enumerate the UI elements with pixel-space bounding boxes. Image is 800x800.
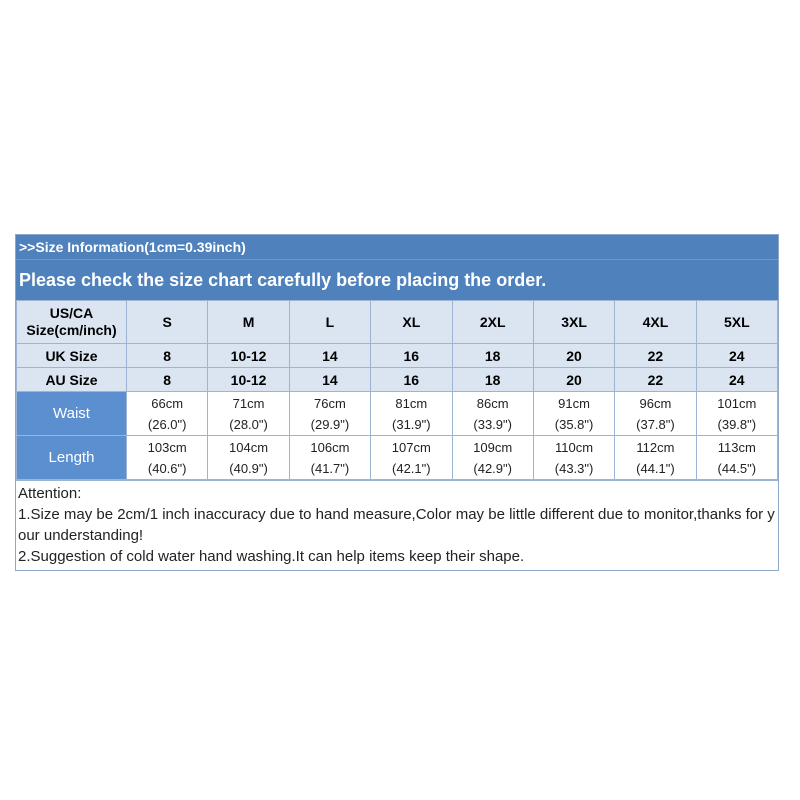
waist-label: Waist [16,391,127,436]
length-cell: 103cm (40.6") [125,435,209,480]
waist-cell: 101cm (39.8") [695,391,779,436]
uk-size-cell: 16 [370,343,453,368]
waist-cell: 91cm (35.8") [532,391,616,436]
uk-size-cell: 18 [451,343,534,368]
size-info-banner: >>Size Information(1cm=0.39inch) Please … [16,235,778,300]
uk-size-label: UK Size [16,343,127,368]
au-size-cell: 14 [288,367,372,392]
us-size-cell: M [207,300,290,344]
size-info-title: >>Size Information(1cm=0.39inch) [16,235,778,260]
us-ca-size-label: US/CA Size(cm/inch) [16,300,127,344]
length-cell: 109cm (42.9") [451,435,534,480]
us-size-cell: L [288,300,372,344]
attention-note-1: 1.Size may be 2cm/1 inch inaccuracy due … [18,506,775,544]
waist-row: Waist 66cm (26.0") 71cm (28.0") 76cm (29.9"… [16,391,779,436]
uk-size-cell: 10-12 [207,343,290,368]
length-cell: 107cm (42.1") [370,435,453,480]
waist-cell: 86cm (33.9") [451,391,534,436]
au-size-cell: 20 [532,367,616,392]
attention-notes: Attention: 1.Size may be 2cm/1 inch inac… [16,480,778,570]
uk-size-cell: 22 [614,343,697,368]
attention-title: Attention: [18,485,82,502]
au-size-cell: 18 [451,367,534,392]
size-table: US/CA Size(cm/inch) S M L XL 2XL 3XL 4XL… [16,300,779,480]
us-size-cell: 5XL [695,300,779,344]
us-size-cell: 3XL [532,300,616,344]
au-size-cell: 8 [125,367,209,392]
uk-size-cell: 14 [288,343,372,368]
waist-cell: 71cm (28.0") [207,391,290,436]
length-cell: 112cm (44.1") [614,435,697,480]
au-size-cell: 16 [370,367,453,392]
us-size-cell: 2XL [451,300,534,344]
uk-size-row: UK Size 8 10-12 14 16 18 20 22 24 [16,343,779,368]
uk-size-cell: 24 [695,343,779,368]
waist-cell: 66cm (26.0") [125,391,209,436]
length-cell: 113cm (44.5") [695,435,779,480]
length-cell: 106cm (41.7") [288,435,372,480]
us-ca-size-row: US/CA Size(cm/inch) S M L XL 2XL 3XL 4XL… [16,300,779,344]
size-chart: >>Size Information(1cm=0.39inch) Please … [15,234,779,571]
length-label: Length [16,435,127,480]
us-size-cell: 4XL [614,300,697,344]
au-size-cell: 10-12 [207,367,290,392]
us-size-cell: S [125,300,209,344]
uk-size-cell: 20 [532,343,616,368]
waist-cell: 76cm (29.9") [288,391,372,436]
au-size-cell: 22 [614,367,697,392]
au-size-row: AU Size 8 10-12 14 16 18 20 22 24 [16,367,779,392]
uk-size-cell: 8 [125,343,209,368]
length-cell: 110cm (43.3") [532,435,616,480]
attention-note-2: 2.Suggestion of cold water hand washing.… [18,548,525,565]
size-check-notice: Please check the size chart carefully be… [19,270,547,290]
au-size-cell: 24 [695,367,779,392]
length-row: Length 103cm (40.6") 104cm (40.9") 106cm (4… [16,435,779,480]
length-cell: 104cm (40.9") [207,435,290,480]
waist-cell: 81cm (31.9") [370,391,453,436]
us-size-cell: XL [370,300,453,344]
waist-cell: 96cm (37.8") [614,391,697,436]
au-size-label: AU Size [16,367,127,392]
